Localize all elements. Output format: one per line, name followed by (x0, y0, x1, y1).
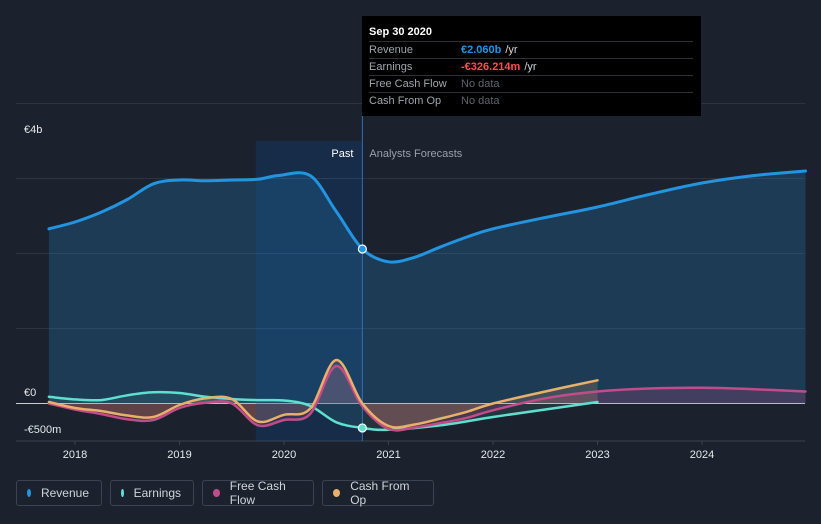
y-tick-label: -€500m (24, 424, 61, 436)
x-tick-label: 2022 (481, 449, 505, 461)
cash-from-op-dot-icon (333, 489, 340, 497)
chart-legend: Revenue Earnings Free Cash Flow Cash Fro… (16, 480, 434, 506)
tooltip-value: No data (461, 93, 500, 109)
revenue-dot-icon (27, 489, 31, 497)
tooltip-label: Earnings (369, 59, 461, 75)
x-tick-label: 2021 (376, 449, 400, 461)
earnings-dot-icon (121, 489, 124, 497)
x-tick-label: 2024 (690, 449, 714, 461)
legend-item-free-cash-flow[interactable]: Free Cash Flow (202, 480, 314, 506)
legend-label: Cash From Op (350, 479, 421, 507)
legend-label: Earnings (134, 486, 181, 500)
tooltip-row-earnings: Earnings -€326.214m /yr (369, 58, 693, 75)
tooltip-label: Revenue (369, 42, 461, 58)
revenue-marker (358, 245, 366, 253)
legend-item-earnings[interactable]: Earnings (110, 480, 194, 506)
tooltip-row-cash-from-op: Cash From Op No data (369, 92, 693, 109)
free-cash-flow-dot-icon (213, 489, 220, 497)
legend-label: Revenue (41, 486, 89, 500)
past-highlight-band (256, 141, 363, 441)
tooltip-unit: /yr (524, 59, 536, 75)
tooltip-value: No data (461, 76, 500, 92)
tooltip-value: -€326.214m (461, 59, 520, 75)
x-tick-label: 2019 (167, 449, 191, 461)
hover-tooltip: Sep 30 2020 Revenue €2.060b /yr Earnings… (362, 16, 701, 116)
tooltip-row-revenue: Revenue €2.060b /yr (369, 41, 693, 58)
legend-item-cash-from-op[interactable]: Cash From Op (322, 480, 434, 506)
forecast-label: Analysts Forecasts (369, 148, 462, 160)
x-tick-label: 2020 (272, 449, 296, 461)
x-tick-label: 2018 (63, 449, 87, 461)
tooltip-date: Sep 30 2020 (369, 24, 693, 41)
y-tick-label: €0 (24, 387, 36, 399)
past-label: Past (331, 148, 353, 160)
area-revenue (49, 171, 806, 404)
earnings-marker (358, 424, 366, 432)
tooltip-row-free-cash-flow: Free Cash Flow No data (369, 75, 693, 92)
y-tick-label: €4b (24, 124, 42, 136)
tooltip-unit: /yr (505, 42, 517, 58)
tooltip-label: Cash From Op (369, 93, 461, 109)
legend-item-revenue[interactable]: Revenue (16, 480, 102, 506)
x-tick-label: 2023 (585, 449, 609, 461)
tooltip-label: Free Cash Flow (369, 76, 461, 92)
legend-label: Free Cash Flow (230, 479, 301, 507)
tooltip-value: €2.060b (461, 42, 501, 58)
